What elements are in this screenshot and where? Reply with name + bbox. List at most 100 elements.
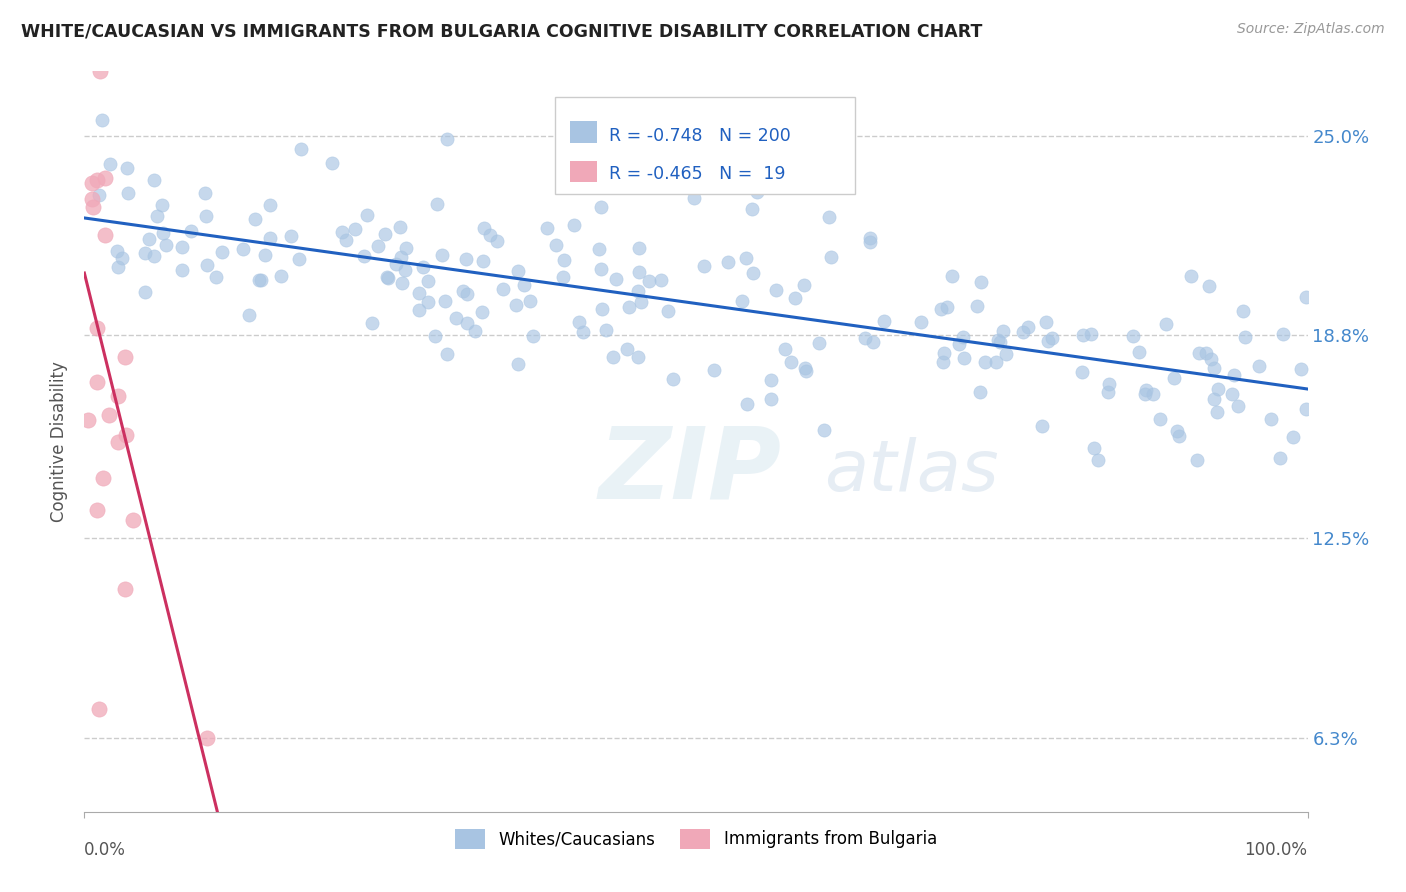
Point <box>1188 346 1211 360</box>
Point <box>343 221 366 235</box>
Point <box>1202 392 1225 406</box>
Text: WHITE/CAUCASIAN VS IMMIGRANTS FROM BULGARIA COGNITIVE DISABILITY CORRELATION CHA: WHITE/CAUCASIAN VS IMMIGRANTS FROM BULGA… <box>21 22 983 40</box>
Point <box>1031 418 1053 433</box>
Point <box>254 248 277 262</box>
Point <box>1223 368 1246 383</box>
Point <box>553 270 575 285</box>
Point <box>172 240 194 254</box>
FancyBboxPatch shape <box>555 97 855 194</box>
Point <box>115 428 138 442</box>
Point <box>114 350 136 364</box>
Point <box>1195 345 1218 359</box>
Point <box>941 268 963 283</box>
Point <box>536 220 558 235</box>
Point <box>375 270 398 285</box>
Point <box>87 188 110 202</box>
Point <box>931 301 953 316</box>
Point <box>783 291 806 305</box>
Point <box>973 355 995 369</box>
Point <box>953 351 976 365</box>
Point <box>683 192 706 206</box>
Point <box>932 355 955 369</box>
Point <box>389 250 412 264</box>
Point <box>589 262 612 277</box>
Y-axis label: Cognitive Disability: Cognitive Disability <box>51 361 69 522</box>
FancyBboxPatch shape <box>569 121 598 143</box>
Point <box>107 260 129 275</box>
Point <box>288 252 311 266</box>
Point <box>142 249 165 263</box>
Point <box>1087 452 1109 467</box>
Point <box>1295 401 1317 416</box>
Point <box>456 286 478 301</box>
Point <box>761 392 783 407</box>
Point <box>952 329 974 343</box>
Point <box>87 702 110 716</box>
Point <box>1272 327 1295 342</box>
Point <box>472 254 495 268</box>
Point <box>290 142 312 156</box>
Point <box>1199 352 1222 367</box>
Point <box>741 202 763 216</box>
Point <box>1098 377 1121 392</box>
Point <box>426 197 449 211</box>
Point <box>91 112 114 127</box>
Point <box>280 228 302 243</box>
Point <box>562 219 585 233</box>
Point <box>98 409 121 423</box>
Point <box>250 273 273 287</box>
Point <box>1206 405 1229 419</box>
Point <box>505 298 527 312</box>
Point <box>627 284 650 298</box>
Point <box>662 372 685 386</box>
Point <box>205 269 228 284</box>
Point <box>238 308 260 322</box>
Point <box>93 170 115 185</box>
Point <box>993 324 1015 338</box>
Point <box>107 434 129 449</box>
Point <box>508 264 530 278</box>
Point <box>948 336 970 351</box>
Point <box>408 285 430 300</box>
Point <box>1163 370 1185 384</box>
Point <box>1247 359 1270 373</box>
Point <box>485 235 508 249</box>
Point <box>745 185 768 199</box>
Point <box>970 275 993 289</box>
Point <box>1012 326 1035 340</box>
Text: 0.0%: 0.0% <box>84 841 127 859</box>
Point <box>436 132 458 146</box>
Point <box>107 389 129 403</box>
Point <box>1282 430 1305 444</box>
Point <box>1122 328 1144 343</box>
Point <box>377 270 399 285</box>
Point <box>1268 451 1291 466</box>
Point <box>1260 411 1282 425</box>
Point <box>693 259 716 273</box>
Point <box>82 193 104 207</box>
Point <box>1133 387 1156 401</box>
Point <box>568 315 591 329</box>
Point <box>571 325 593 339</box>
Point <box>446 311 468 326</box>
Point <box>117 186 139 200</box>
Point <box>195 731 218 745</box>
Point <box>761 373 783 387</box>
Point <box>1017 320 1039 334</box>
Point <box>180 223 202 237</box>
Point <box>418 295 440 310</box>
Point <box>86 503 108 517</box>
Point <box>619 300 641 314</box>
Point <box>1167 429 1189 443</box>
Point <box>1071 328 1094 343</box>
Point <box>374 227 396 242</box>
Point <box>82 200 104 214</box>
Point <box>479 228 502 243</box>
Point <box>121 513 143 527</box>
Point <box>987 334 1010 348</box>
Point <box>984 355 1007 369</box>
Point <box>195 259 218 273</box>
Point <box>1083 442 1105 456</box>
Point <box>1070 365 1092 379</box>
Point <box>780 355 803 369</box>
